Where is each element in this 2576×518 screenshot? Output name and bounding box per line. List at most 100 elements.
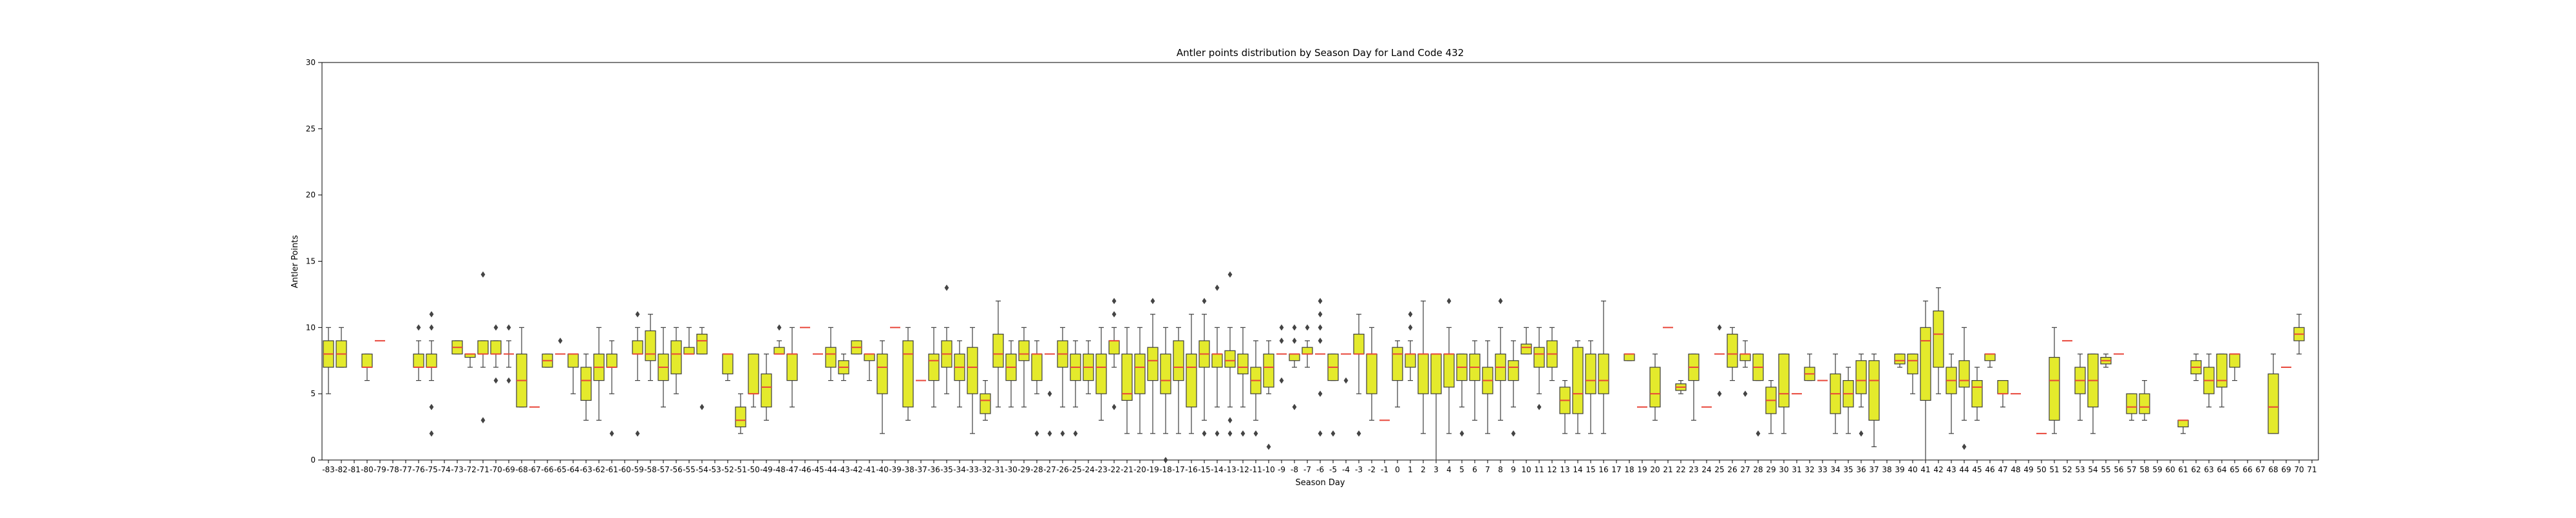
y-tick-label: 15 (306, 257, 316, 266)
x-tick-label: -79 (374, 465, 386, 474)
outlier-point (1717, 324, 1722, 331)
x-tick-label: -14 (1211, 465, 1224, 474)
iqr-box (2049, 357, 2060, 421)
x-tick-label: 32 (1804, 465, 1814, 474)
x-tick-label: -58 (644, 465, 657, 474)
x-tick-label: -41 (863, 465, 876, 474)
x-tick-label: -76 (412, 465, 425, 474)
x-tick-label: -8 (1291, 465, 1298, 474)
x-tick-label: -83 (322, 465, 335, 474)
x-tick-label: 31 (1792, 465, 1801, 474)
x-tick-label: -22 (1108, 465, 1121, 474)
x-tick-label: -20 (1133, 465, 1146, 474)
outlier-point (1112, 403, 1117, 410)
x-tick-label: -18 (1159, 465, 1172, 474)
outlier-point (1112, 298, 1117, 305)
outlier-point (1253, 430, 1258, 437)
x-tick-label: -21 (1121, 465, 1133, 474)
outlier-point (1215, 430, 1220, 437)
iqr-box (1392, 347, 1403, 381)
iqr-box (1533, 347, 1545, 368)
iqr-box (864, 353, 875, 361)
x-tick-label: -13 (1224, 465, 1236, 474)
x-tick-label: -37 (914, 465, 927, 474)
x-tick-label: 57 (2126, 465, 2136, 474)
x-tick-label: -70 (489, 465, 502, 474)
iqr-box (426, 353, 437, 368)
x-tick-label: -80 (361, 465, 374, 474)
x-tick-label: 58 (2139, 465, 2149, 474)
x-tick-label: 10 (1521, 465, 1531, 474)
x-tick-label: 44 (1959, 465, 1969, 474)
x-tick-label: 21 (1663, 465, 1672, 474)
outlier-point (1408, 311, 1413, 318)
x-tick-label: 14 (1573, 465, 1582, 474)
outlier-point (1073, 430, 1078, 437)
x-tick-label: 9 (1511, 465, 1516, 474)
x-tick-label: 16 (1598, 465, 1608, 474)
outlier-point (1446, 298, 1452, 305)
outlier-point (1756, 430, 1761, 437)
y-axis-label: Antler Points (290, 235, 300, 289)
x-tick-label: 47 (1998, 465, 2007, 474)
x-tick-label: -46 (799, 465, 811, 474)
iqr-box (1868, 360, 1880, 421)
x-tick-label: 18 (1624, 465, 1634, 474)
x-tick-label: -64 (567, 465, 580, 474)
iqr-box (1572, 347, 1584, 414)
iqr-box (1095, 353, 1107, 394)
x-tick-label: 15 (1586, 465, 1595, 474)
outlier-point (1343, 377, 1349, 384)
outlier-point (635, 430, 640, 437)
outlier-point (1743, 390, 1748, 398)
x-tick-label: 49 (2023, 465, 2033, 474)
x-tick-label: -48 (773, 465, 786, 474)
x-tick-label: 63 (2204, 465, 2213, 474)
x-tick-label: 38 (1882, 465, 1891, 474)
x-tick-label: 66 (2242, 465, 2252, 474)
x-tick-label: -81 (348, 465, 361, 474)
outlier-point (1459, 430, 1464, 437)
x-tick-label: 1 (1408, 465, 1413, 474)
y-tick-label: 25 (306, 124, 316, 133)
x-tick-label: 20 (1650, 465, 1660, 474)
outlier-point (1305, 324, 1310, 331)
x-tick-label: -50 (747, 465, 760, 474)
x-tick-label: 13 (1560, 465, 1569, 474)
iqr-box (980, 393, 991, 414)
x-tick-label: 6 (1472, 465, 1477, 474)
iqr-box (1121, 353, 1133, 401)
iqr-box (2139, 393, 2150, 414)
x-tick-label: 30 (1779, 465, 1788, 474)
x-tick-label: 12 (1547, 465, 1557, 474)
iqr-box (1018, 340, 1030, 361)
x-tick-label: -75 (425, 465, 438, 474)
x-tick-label: -67 (528, 465, 541, 474)
outlier-point (1859, 430, 1864, 437)
x-tick-label: -30 (1005, 465, 1018, 474)
outlier-point (506, 324, 511, 331)
iqr-box (477, 340, 489, 355)
x-tick-label: 25 (1714, 465, 1724, 474)
x-tick-label: 7 (1485, 465, 1490, 474)
x-tick-label: 19 (1637, 465, 1647, 474)
iqr-box (1211, 353, 1223, 368)
x-tick-label: -35 (940, 465, 953, 474)
iqr-box (1727, 334, 1738, 368)
x-tick-label: -61 (605, 465, 618, 474)
outlier-point (1292, 337, 1297, 344)
x-tick-label: 48 (2011, 465, 2020, 474)
x-tick-label: 17 (1611, 465, 1621, 474)
y-tick-label: 20 (306, 191, 316, 200)
iqr-box (928, 353, 940, 381)
x-tick-label: -19 (1146, 465, 1159, 474)
outlier-point (1215, 284, 1220, 291)
iqr-box (748, 353, 759, 394)
outlier-point (777, 324, 782, 331)
outlier-point (944, 284, 949, 291)
x-tick-label: -34 (953, 465, 966, 474)
outlier-point (1292, 403, 1297, 410)
x-tick-label: -5 (1329, 465, 1337, 474)
